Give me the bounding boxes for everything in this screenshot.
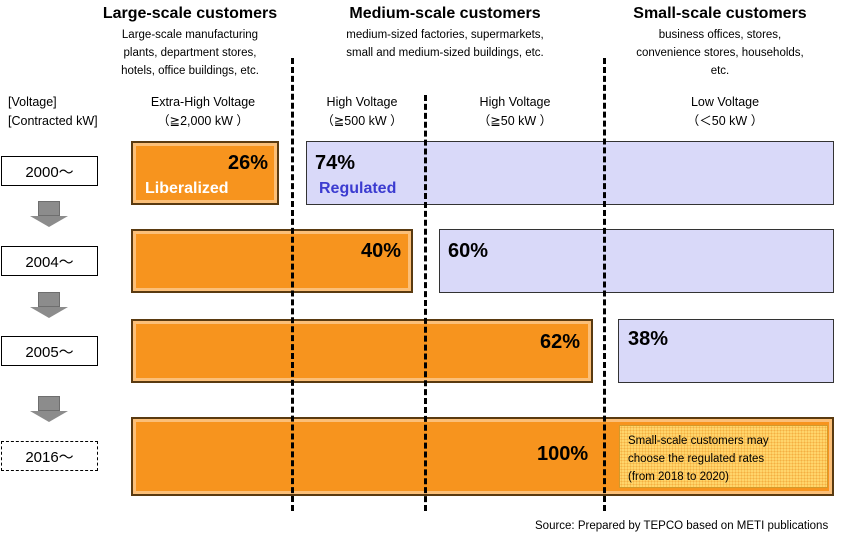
regulated-percent-2004: 60% [448,240,489,262]
voltage-class-name: High Voltage [326,95,398,109]
liberalized-bar-2005 [131,319,593,383]
voltage-class-name: Low Voltage [690,95,760,109]
voltage-class-low: Low Voltage （＜50 kW ） [665,93,785,131]
voltage-class-range: （＜50 kW ） [686,114,764,128]
large-medium-divider [291,58,294,511]
voltage-class-range: （≧2,000 kW ） [157,114,249,128]
down-arrow-icon [30,292,68,318]
regulated-bar-2004 [439,229,834,293]
voltage-class-name: High Voltage [479,95,551,109]
liberalized-percent-2000: 26% [228,152,269,174]
medium-segment-desc: medium-sized factories, supermarkets, sm… [315,26,575,62]
regulated-bar-2005 [618,319,834,383]
high-voltage-divider [424,95,427,511]
small-desc-line: etc. [710,65,730,77]
liberalized-bar-2000 [131,141,279,205]
voltage-class-name: Extra-High Voltage [150,95,256,109]
voltage-class-extra-high: Extra-High Voltage （≧2,000 kW ） [128,93,278,131]
voltage-class-high-50: High Voltage （≧50 kW ） [455,93,575,131]
small-segment-header: Small-scale customers business offices, … [615,5,825,80]
regulated-percent-2005: 38% [628,328,669,350]
small-segment-title: Small-scale customers [633,5,807,22]
note-line: (from 2018 to 2020) [628,471,730,483]
year-label-2016: 2016～ [1,441,98,471]
voltage-class-range: （≧500 kW ） [321,114,403,128]
large-desc-line: Large-scale manufacturing [121,29,259,41]
large-segment-desc: Large-scale manufacturing plants, depart… [95,26,285,80]
large-segment-title: Large-scale customers [102,5,278,22]
medium-small-divider [603,58,606,511]
large-desc-line: hotels, office buildings, etc. [121,65,259,77]
liberalized-percent-2005: 62% [540,331,581,353]
liberalized-percent-2004: 40% [361,240,402,262]
voltage-class-high-500: High Voltage （≧500 kW ） [302,93,422,131]
large-desc-line: plants, department stores, [123,47,257,59]
medium-desc-line: medium-sized factories, supermarkets, [346,29,544,41]
medium-segment-header: Medium-scale customers medium-sized fact… [315,5,575,62]
liberalized-label: Liberalized [145,180,229,197]
medium-desc-line: small and medium-sized buildings, etc. [346,47,544,59]
regulated-bar-2000 [306,141,834,205]
note-line: choose the regulated rates [628,453,765,465]
down-arrow-icon [30,201,68,227]
year-label-2000: 2000～ [1,156,98,186]
year-label-2005: 2005～ [1,336,98,366]
liberalized-bar-2004 [131,229,413,293]
source-note: Source: Prepared by TEPCO based on METI … [535,520,829,532]
small-desc-line: convenience stores, households, [636,47,804,59]
note-line: Small-scale customers may [628,435,769,447]
large-segment-header: Large-scale customers Large-scale manufa… [95,5,285,80]
regulated-rates-note: Small-scale customers may choose the reg… [619,425,828,488]
year-label-2004: 2004～ [1,246,98,276]
voltage-class-range: （≧50 kW ） [477,114,553,128]
medium-segment-title: Medium-scale customers [349,5,541,22]
voltage-axis-label: [Voltage] [8,95,57,109]
down-arrow-icon [30,396,68,422]
regulated-label: Regulated [319,180,397,197]
small-segment-desc: business offices, stores, convenience st… [615,26,825,80]
regulated-percent-2000: 74% [315,152,356,174]
contracted-kw-axis-label: [Contracted kW] [8,114,98,128]
liberalized-percent-2016: 100% [537,443,589,465]
axis-labels: [Voltage] [Contracted kW] [8,93,98,131]
small-desc-line: business offices, stores, [658,29,782,41]
